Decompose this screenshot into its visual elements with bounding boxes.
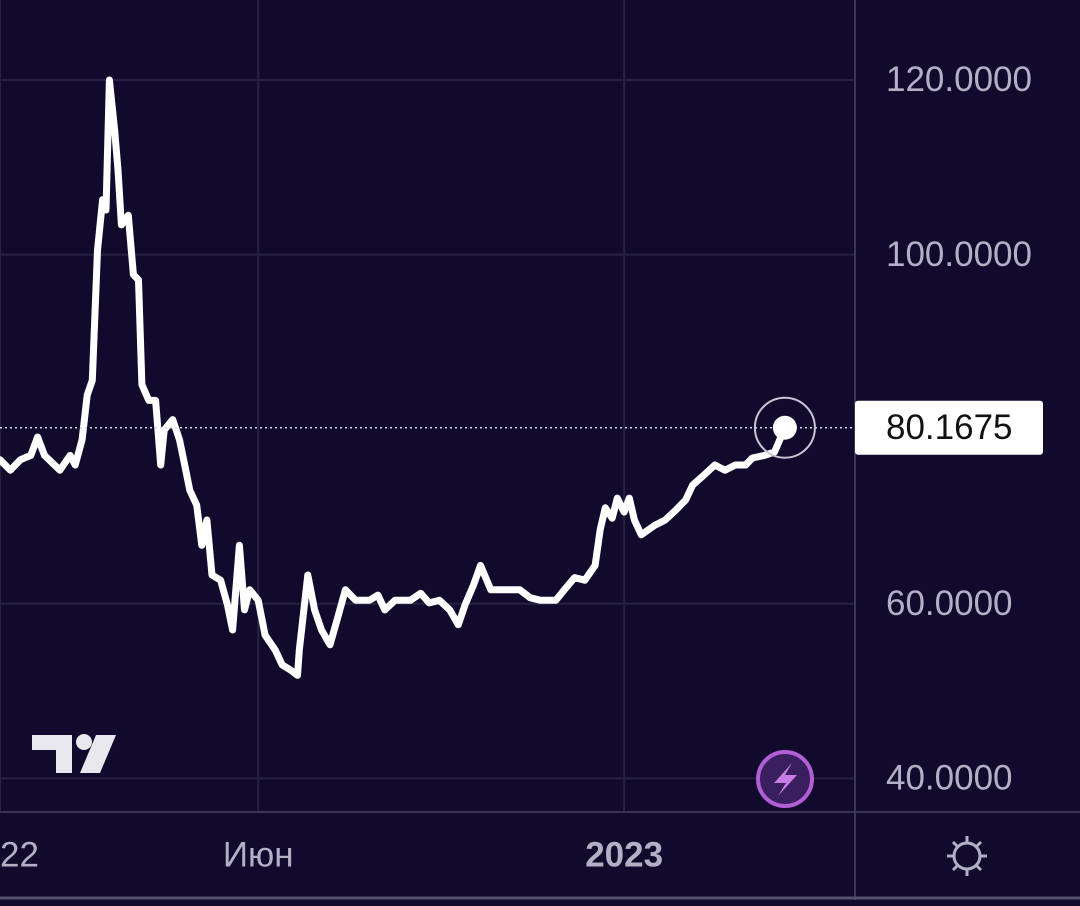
last-point (772, 415, 797, 440)
last-point-halo (753, 396, 816, 459)
plot (0, 76, 855, 679)
x-tick-label: 2022 (0, 835, 39, 874)
settings-button[interactable] (947, 836, 987, 876)
y-tick-label: 60.0000 (886, 584, 1013, 623)
price-line (0, 76, 789, 679)
y-tick-label: 100.0000 (886, 235, 1032, 274)
y-tick-label: 120.0000 (886, 60, 1032, 99)
last-price-box (855, 400, 1043, 455)
lightning-button[interactable] (756, 750, 814, 808)
y-tick-label: 40.0000 (886, 759, 1013, 798)
tradingview-logo (32, 734, 116, 773)
x-tick-label: 2023 (585, 835, 663, 874)
x-tick-label: Июн (223, 835, 294, 874)
last-price-label: 80.1675 (886, 408, 1013, 447)
